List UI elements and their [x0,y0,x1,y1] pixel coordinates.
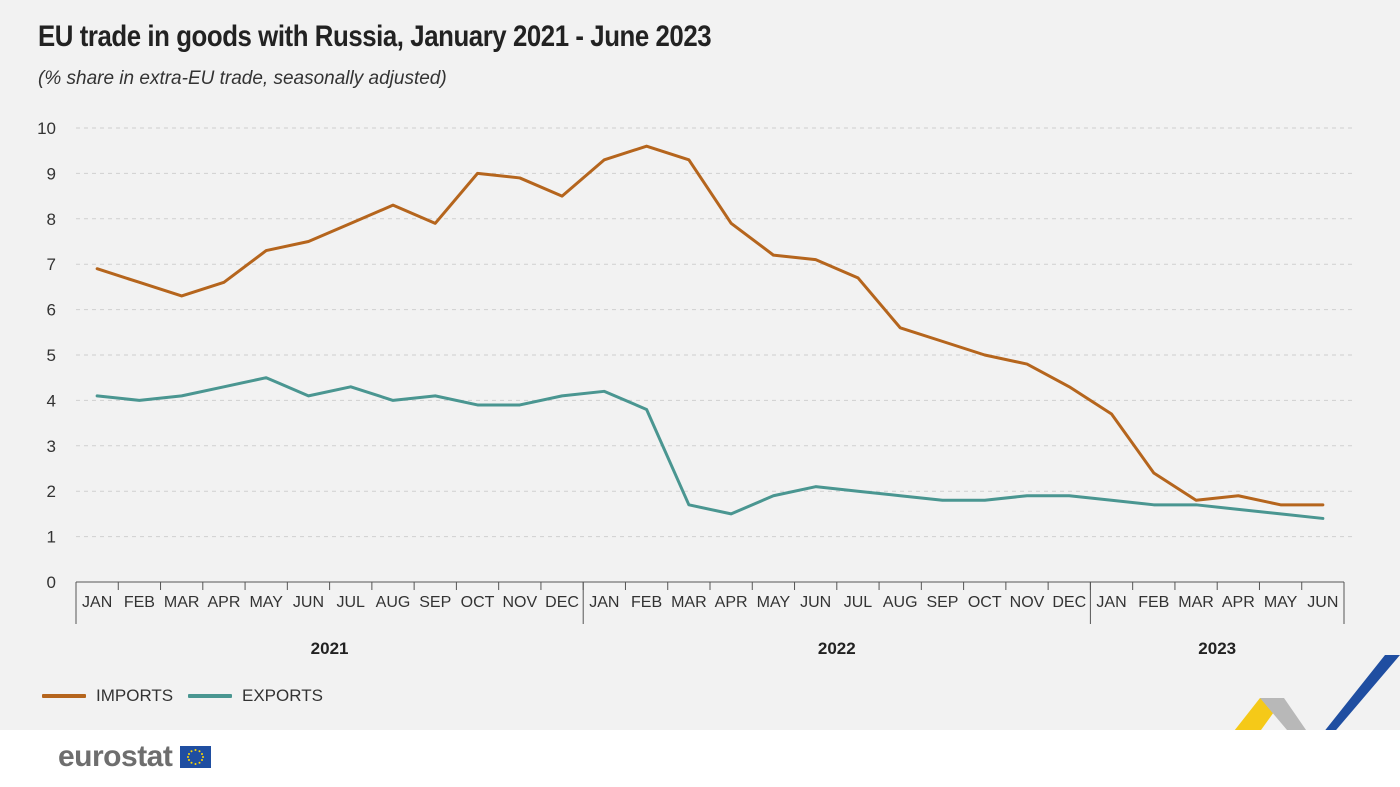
x-tick-label: MAR [1178,594,1214,611]
legend-item-imports: IMPORTS [42,686,173,706]
y-tick-label: 9 [47,164,56,183]
eurostat-logo: eurostat [58,740,173,773]
x-tick-label: MAY [757,594,791,611]
x-tick-label: JAN [589,594,619,611]
footer-bar [0,730,1400,787]
eu-flag-icon [180,746,211,768]
x-tick-label: DEC [1052,594,1086,611]
legend-swatch-exports [188,694,232,698]
x-tick-label: SEP [926,594,958,611]
x-tick-label: AUG [883,594,918,611]
x-tick-label: JAN [1096,594,1126,611]
year-label: 2023 [1198,639,1236,658]
x-tick-label: AUG [376,594,411,611]
x-tick-label: JUN [1307,594,1338,611]
year-label: 2021 [311,639,349,658]
y-tick-label: 2 [47,482,56,501]
x-tick-label: FEB [631,594,662,611]
y-tick-label: 6 [47,301,56,320]
x-tick-label: APR [207,594,240,611]
x-tick-label: JUL [337,594,366,611]
x-tick-label: OCT [461,594,495,611]
series-line-exports [95,376,1325,520]
line-chart: 0 1 2 3 4 5 6 7 8 9 10 JAN FEB MAR APR MAY JUN JUL AUG SEP O… [37,119,1352,658]
legend-swatch-imports [42,694,86,698]
x-tick-label: FEB [124,594,155,611]
x-tick-label: JUL [844,594,873,611]
x-tick-label: NOV [502,594,537,611]
x-tick-label: MAR [164,594,200,611]
y-tick-label: 5 [47,346,56,365]
legend-label-exports: EXPORTS [242,686,323,705]
x-tick-label: FEB [1138,594,1169,611]
x-tick-label: JAN [82,594,112,611]
legend-label-imports: IMPORTS [96,686,174,705]
y-tick-label: 8 [47,210,56,229]
y-tick-label: 4 [47,391,56,410]
x-tick-label: DEC [545,594,579,611]
x-tick-label: MAR [671,594,707,611]
x-tick-label: JUN [293,594,324,611]
y-tick-label: 10 [37,119,56,138]
x-tick-label: JUN [800,594,831,611]
chart-subtitle: (% share in extra-EU trade, seasonally a… [38,68,447,89]
y-tick-label: 7 [47,255,56,274]
x-tick-label: APR [715,594,748,611]
x-tick-label: MAY [249,594,283,611]
series-line-imports [95,144,1325,507]
x-tick-label: SEP [419,594,451,611]
year-label: 2022 [818,639,856,658]
chart-title: EU trade in goods with Russia, January 2… [38,20,712,53]
x-tick-label: MAY [1264,594,1298,611]
y-tick-label: 1 [47,528,56,547]
legend-item-exports: EXPORTS [188,686,323,706]
x-tick-label: APR [1222,594,1255,611]
y-tick-label: 3 [47,437,56,456]
y-tick-label: 0 [47,573,56,592]
x-tick-label: NOV [1010,594,1045,611]
x-tick-label: OCT [968,594,1002,611]
